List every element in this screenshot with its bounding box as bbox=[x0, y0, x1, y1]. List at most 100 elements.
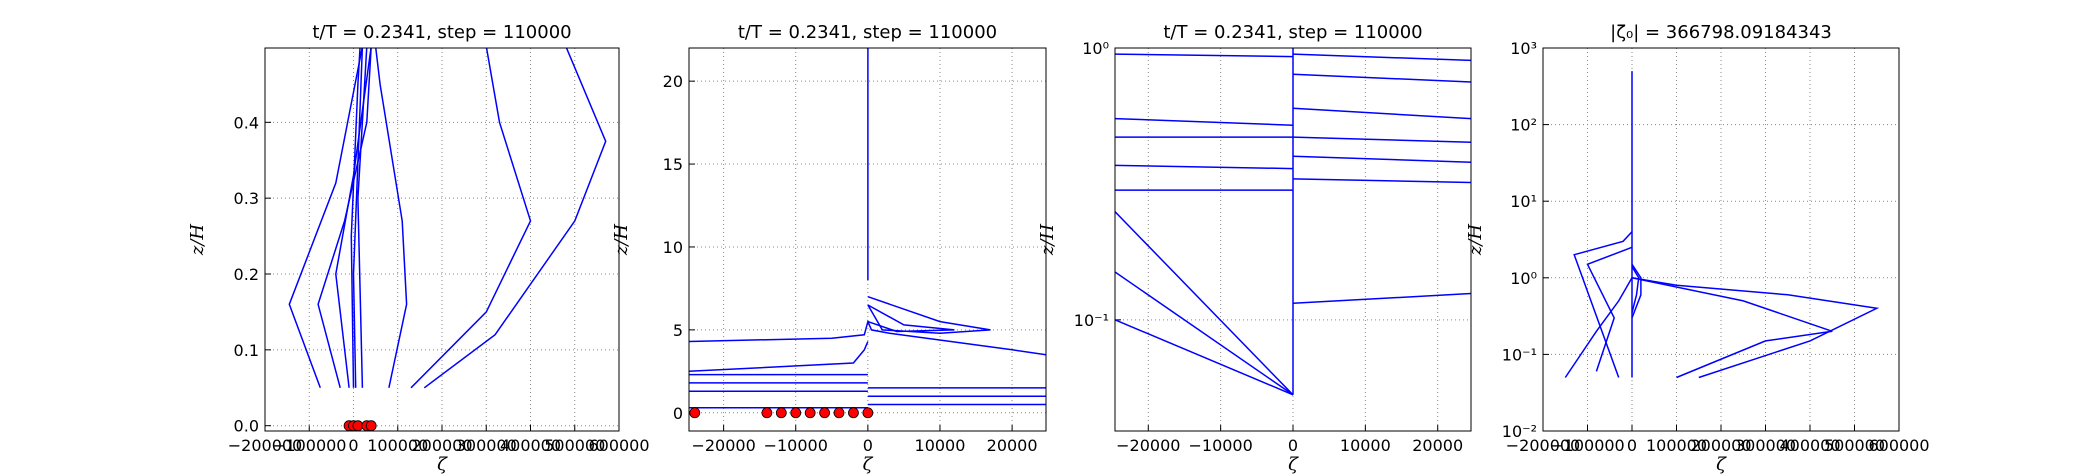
x-tick-label: 200000 bbox=[1690, 436, 1751, 455]
point bbox=[775, 407, 787, 419]
y-axis-label: z/H bbox=[187, 224, 208, 257]
x-tick-label: −20000 bbox=[691, 436, 755, 455]
panel: t/T = 0.2341, step = 110000 −200000−10000… bbox=[187, 22, 650, 475]
panel: |ζ₀| = 366798.09184343 −200000−100000 0 100… bbox=[1465, 22, 1930, 475]
x-tick-label: 600000 bbox=[1868, 436, 1929, 455]
plot-area bbox=[288, 48, 607, 431]
x-tick-label: 10000 bbox=[1340, 436, 1391, 455]
axes-frame bbox=[264, 47, 620, 432]
x-tick-label: −100000 bbox=[1550, 436, 1624, 455]
profile-line bbox=[1573, 231, 1633, 378]
profile-line bbox=[1292, 53, 1471, 62]
x-axis-label: ζ bbox=[1716, 454, 1727, 475]
y-tick-label: 10⁻² bbox=[1502, 422, 1537, 441]
profile-line bbox=[375, 48, 408, 388]
profile-line bbox=[1292, 107, 1471, 120]
plot-area bbox=[1564, 71, 1880, 379]
y-tick-label: 0.1 bbox=[234, 341, 259, 360]
panel-title: t/T = 0.2341, step = 110000 bbox=[1163, 22, 1422, 43]
plot-area bbox=[689, 48, 1046, 419]
panel: t/T = 0.2341, step = 110000 −20000 −10000 0… bbox=[1037, 22, 1472, 475]
y-tick-label: 20 bbox=[663, 72, 683, 91]
y-axis-label: z/H bbox=[611, 224, 632, 257]
x-axis-label: ζ bbox=[1288, 454, 1299, 475]
profile-line bbox=[1115, 271, 1294, 396]
x-tick-label: 300000 bbox=[456, 436, 517, 455]
x-tick-label: −200000 bbox=[228, 436, 302, 455]
point bbox=[833, 407, 845, 419]
axes-frame bbox=[1114, 47, 1472, 432]
profile-line bbox=[288, 48, 363, 389]
profile-line bbox=[689, 319, 1046, 356]
x-tick-label: 300000 bbox=[1735, 436, 1796, 455]
profile-line bbox=[1586, 246, 1633, 372]
y-tick-label: 10⁰ bbox=[1510, 269, 1537, 288]
profile-line bbox=[1292, 73, 1471, 83]
profile-line bbox=[1564, 277, 1633, 378]
axes-frame bbox=[688, 47, 1047, 432]
profile-line bbox=[1115, 117, 1294, 126]
y-tick-label: 10⁻¹ bbox=[1502, 345, 1537, 364]
profile-line bbox=[689, 341, 869, 373]
point bbox=[365, 420, 377, 431]
profile-line bbox=[410, 48, 532, 389]
y-tick-label: 10² bbox=[1510, 116, 1537, 135]
x-tick-label: 10000 bbox=[915, 436, 966, 455]
panel-title: |ζ₀| = 366798.09184343 bbox=[1610, 22, 1832, 43]
x-tick-label: 400000 bbox=[500, 436, 561, 455]
x-axis-label: ζ bbox=[863, 454, 874, 475]
x-tick-label: −100000 bbox=[272, 436, 346, 455]
profile-line bbox=[1115, 211, 1294, 396]
y-tick-label: 0 bbox=[673, 404, 683, 423]
y-tick-label: 10 bbox=[663, 238, 683, 257]
profile-line bbox=[1292, 292, 1471, 305]
x-tick-label: 0 bbox=[863, 436, 873, 455]
panel-title: t/T = 0.2341, step = 110000 bbox=[312, 22, 571, 43]
y-tick-label: 0.3 bbox=[234, 189, 259, 208]
profile-line bbox=[1631, 263, 1642, 319]
profile-line bbox=[1631, 277, 1880, 379]
x-tick-label: 200000 bbox=[411, 436, 472, 455]
x-tick-label: −20000 bbox=[1116, 436, 1180, 455]
profile-line bbox=[350, 48, 361, 388]
profile-line bbox=[357, 48, 368, 388]
x-tick-label: 0 bbox=[1288, 436, 1298, 455]
x-tick-label: 100000 bbox=[367, 436, 428, 455]
x-tick-label: 20000 bbox=[987, 436, 1038, 455]
point bbox=[689, 407, 701, 419]
x-tick-label: −10000 bbox=[1188, 436, 1252, 455]
y-tick-label: 10¹ bbox=[1510, 192, 1537, 211]
y-tick-label: 15 bbox=[663, 155, 683, 174]
profile-line bbox=[1292, 155, 1471, 163]
y-tick-label: 0.4 bbox=[234, 113, 259, 132]
point bbox=[848, 407, 859, 419]
x-tick-label: −10000 bbox=[764, 436, 828, 455]
y-tick-label: 0.2 bbox=[234, 265, 259, 284]
panel-title: t/T = 0.2341, step = 110000 bbox=[738, 22, 997, 43]
profile-line bbox=[1292, 136, 1471, 144]
x-tick-label: 100000 bbox=[1646, 436, 1707, 455]
profile-line bbox=[867, 304, 955, 333]
y-tick-label: 10³ bbox=[1510, 39, 1537, 58]
x-axis-label: ζ bbox=[437, 454, 448, 475]
profile-line bbox=[1631, 277, 1833, 379]
y-tick-label: 10⁻¹ bbox=[1074, 311, 1109, 330]
axes-frame bbox=[1542, 47, 1900, 432]
point bbox=[790, 407, 802, 419]
x-tick-label: 0 bbox=[348, 436, 358, 455]
profile-line bbox=[352, 48, 364, 388]
y-tick-label: 10⁰ bbox=[1082, 39, 1109, 58]
x-tick-label: 400000 bbox=[1779, 436, 1840, 455]
profile-line bbox=[1115, 319, 1294, 396]
x-tick-label: 600000 bbox=[588, 436, 649, 455]
x-tick-label: −200000 bbox=[1506, 436, 1580, 455]
x-tick-label: 500000 bbox=[1824, 436, 1885, 455]
plot-area bbox=[1115, 48, 1471, 396]
x-tick-label: 500000 bbox=[544, 436, 605, 455]
point bbox=[804, 407, 816, 419]
point bbox=[819, 407, 830, 419]
profile-line bbox=[423, 48, 607, 389]
y-tick-label: 5 bbox=[673, 321, 683, 340]
x-tick-label: 20000 bbox=[1412, 436, 1463, 455]
